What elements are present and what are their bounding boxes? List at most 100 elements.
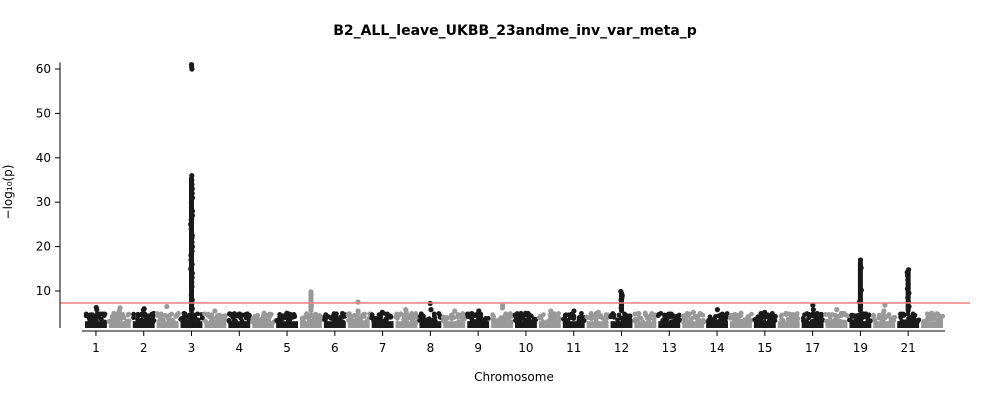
data-point (905, 318, 911, 324)
chromosome-baseline-band (610, 321, 633, 328)
data-point (420, 313, 426, 319)
data-point (752, 317, 758, 322)
data-point (571, 316, 577, 321)
data-point (671, 318, 677, 324)
data-point (548, 312, 554, 318)
data-point (304, 311, 310, 317)
chromosome-points (823, 307, 850, 328)
data-point (189, 316, 194, 321)
data-point (513, 318, 518, 323)
data-point (167, 312, 173, 318)
data-point (809, 319, 815, 324)
data-point (602, 319, 608, 324)
data-point (563, 316, 568, 322)
peak-column (857, 259, 863, 314)
data-point (548, 308, 554, 314)
data-point (164, 303, 170, 310)
data-point (912, 312, 918, 318)
chromosome-points (512, 310, 539, 328)
data-point (940, 313, 946, 319)
data-point (793, 318, 799, 324)
y-tick-label: 40 (36, 151, 51, 165)
data-point (441, 317, 446, 323)
data-point (872, 318, 878, 323)
chromosome-baseline-band (252, 321, 275, 328)
x-tick-label: 3 (188, 341, 196, 355)
data-point (724, 311, 730, 316)
data-point (936, 312, 942, 318)
x-tick-label: 12 (614, 341, 629, 355)
chromosome-points (345, 299, 373, 328)
data-point (346, 318, 352, 323)
chromosome-points (680, 309, 707, 328)
data-point (396, 314, 401, 319)
data-point (818, 311, 824, 317)
y-tick-label: 50 (36, 106, 51, 120)
x-tick-label: 9 (474, 341, 482, 355)
x-tick-label: 4 (235, 341, 243, 355)
y-tick-label: 20 (36, 240, 51, 254)
chromosome-baseline-band (706, 321, 728, 328)
data-point (610, 311, 616, 316)
data-point (361, 314, 366, 319)
data-point (592, 314, 598, 320)
chromosome-points (226, 311, 252, 328)
x-axis-ticks: 1 2 3 4 5 6 7 8 9 10 11 12 13 14 15 17 19 21 (92, 331, 916, 355)
x-tick-label: 19 (853, 341, 868, 355)
data-point (156, 318, 162, 324)
data-point (375, 318, 381, 323)
data-point (135, 311, 141, 317)
data-point (93, 314, 99, 320)
data-point (302, 314, 308, 320)
data-point (111, 319, 117, 325)
chromosome-baseline-band (753, 321, 776, 328)
data-point (826, 319, 832, 325)
chromosome-points (83, 304, 108, 328)
chromosome-baseline-band (108, 321, 131, 328)
x-tick-label: 13 (662, 341, 677, 355)
data-point (83, 311, 89, 317)
data-point (627, 314, 633, 320)
chromosome-baseline-band (228, 321, 251, 328)
data-point (676, 318, 682, 324)
data-point (734, 312, 739, 318)
data-point (681, 319, 687, 325)
data-point (936, 318, 942, 324)
data-point (212, 308, 218, 314)
data-point (538, 315, 544, 321)
data-point (755, 314, 761, 320)
chromosome-baseline-band (276, 321, 298, 328)
data-point (255, 312, 261, 318)
x-tick-label: 2 (140, 341, 148, 355)
data-point (181, 314, 187, 320)
data-point (183, 318, 189, 324)
chromosome-points (417, 300, 444, 328)
data-point (508, 312, 514, 318)
data-point (697, 318, 703, 323)
data-point (498, 318, 503, 324)
chromosome-points (249, 310, 277, 328)
data-point (287, 316, 293, 322)
chromosome-baseline-band (156, 321, 179, 328)
data-point (209, 318, 215, 324)
x-tick-label: 15 (757, 341, 772, 355)
x-axis-label: Chromosome (474, 370, 554, 384)
data-point (660, 318, 666, 323)
data-point (101, 313, 107, 319)
chromosome-points (777, 310, 801, 328)
data-point (465, 314, 471, 320)
data-points (83, 61, 946, 328)
data-point (540, 319, 546, 325)
data-point (420, 317, 426, 323)
data-point (810, 311, 816, 317)
data-point (718, 312, 724, 318)
data-point (683, 315, 689, 321)
data-point (470, 311, 475, 317)
data-point (456, 319, 461, 325)
data-point (664, 316, 670, 322)
data-point (642, 310, 648, 316)
data-point (688, 317, 694, 323)
data-point (514, 311, 520, 316)
y-tick-label: 60 (36, 62, 51, 76)
